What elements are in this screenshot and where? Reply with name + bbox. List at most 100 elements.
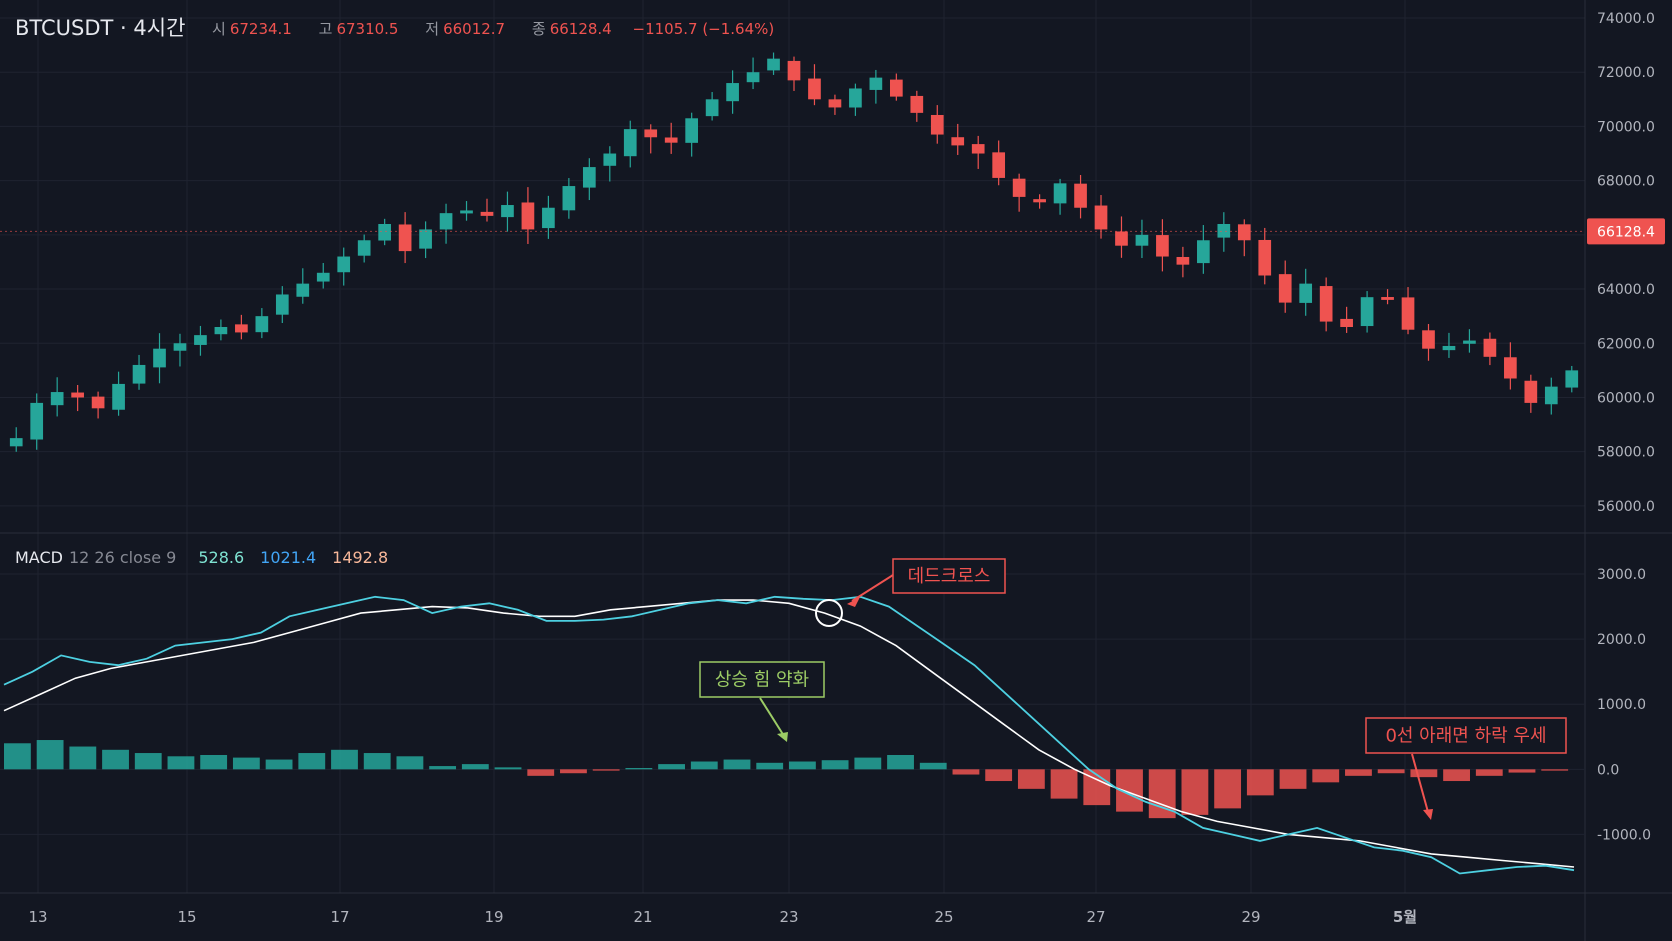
candle-body [951,137,965,146]
macd-histogram-bar [1377,769,1405,774]
candle-body [357,240,371,256]
x-tick-label: 5월 [1393,908,1417,926]
macd-histogram-bar [232,757,260,770]
candle-body [849,88,862,108]
candle-body [521,202,535,230]
price-tick-label: 64000.0 [1597,282,1655,298]
macd-histogram-bar [1345,769,1372,776]
candle-body [562,186,576,211]
macd-histogram-bar [592,769,620,771]
candle-body [1074,183,1087,208]
price-tick-label: 60000.0 [1597,390,1655,406]
below-zero-arrow [1411,753,1429,813]
price-tick-label: 72000.0 [1597,65,1655,81]
macd-histogram-bar [102,749,129,770]
macd-histogram-bar [527,769,555,776]
candle-body [1012,178,1026,197]
dead-cross-arrowhead [847,597,860,607]
macd-histogram-bar [1541,769,1569,771]
x-tick-label: 21 [633,908,652,926]
macd-histogram-bar [887,755,914,770]
candle-body [132,364,146,384]
macd-tick-label: 1000.0 [1597,697,1646,713]
candle-body [316,272,330,282]
weakening-annotation-label: 상승 힘 약화 [715,670,809,691]
candle-body [30,402,44,440]
dead-cross-marker [815,599,843,627]
macd-histogram-bar [1017,769,1045,789]
candle-body [255,316,269,333]
candle-body [1094,205,1108,230]
macd-histogram-bar [985,769,1013,782]
candle-body [275,294,289,315]
candle-body [726,83,739,102]
candle-body [787,60,801,81]
candle-body [419,229,432,249]
macd-histogram-bar [494,767,522,770]
macd-histogram-bar [625,768,653,770]
macd-histogram-bar [919,762,947,770]
x-tick-label: 15 [177,908,196,926]
dead-cross-annotation-label: 데드크로스 [908,566,991,587]
price-tick-label: 62000.0 [1597,336,1655,352]
candle-body [398,224,412,252]
open-label: 시 [212,20,226,38]
candle-body [173,343,187,351]
candle-body [337,256,351,273]
candle-body [1463,340,1476,344]
candle-body [1258,239,1272,276]
x-tick-label: 27 [1086,908,1105,926]
candle-body [480,211,494,216]
macd-histogram-bar [1050,769,1078,799]
candle-body [1115,231,1128,246]
candle-body [992,152,1006,178]
macd-histogram-bar [36,740,64,770]
symbol-title[interactable]: BTCUSDT · 4시간 [15,16,186,40]
x-tick-label: 19 [484,908,503,926]
candle-body [828,99,842,108]
candle-body [296,283,310,297]
macd-histogram-bar [69,746,97,770]
macd-histogram-bar [331,749,358,770]
x-tick-label: 13 [28,908,47,926]
candle-body [542,207,555,229]
macd-histogram-bar [1443,769,1470,782]
candle-body [1401,297,1415,330]
macd-histogram-bar [1279,769,1307,789]
x-tick-label: 25 [934,908,953,926]
candle-body [1544,386,1558,405]
macd-histogram-bar [789,761,816,770]
dead-cross-annotation: 데드크로스 [892,558,1006,594]
candle-body [1156,235,1169,257]
candle-body [1340,318,1353,327]
candle-body [1217,224,1231,238]
candle-body [1053,183,1067,204]
candle-body [644,129,658,138]
price-tick-label: 58000.0 [1597,445,1655,461]
candle-body [1197,240,1210,264]
macd-histogram-bar [723,759,751,770]
candle-body [1278,274,1292,303]
candle-body [153,348,166,368]
candle-body [1176,256,1190,265]
candle-body [930,114,944,135]
candle-body [235,324,248,333]
macd-histogram-bar [1312,769,1340,783]
last-price-tag [1587,218,1665,245]
candle-body [705,99,719,117]
candle-body [1565,370,1579,388]
signal-line [3,599,1575,868]
candle-body [746,72,760,83]
candle-body [1422,330,1435,349]
candle-body [1381,297,1394,300]
macd-legend[interactable]: MACD 12 26 close 9 528.6 1021.4 1492.8 [15,548,388,567]
candle-body [623,129,637,157]
below-zero-arrowhead [1423,809,1433,820]
candle-body [1319,286,1333,322]
candle-body [1483,338,1497,357]
macd-name: MACD [15,548,63,567]
close-label: 종 [531,20,546,38]
last-price-tag-label: 66128.4 [1597,224,1655,240]
weakening-annotation-box [699,661,825,698]
